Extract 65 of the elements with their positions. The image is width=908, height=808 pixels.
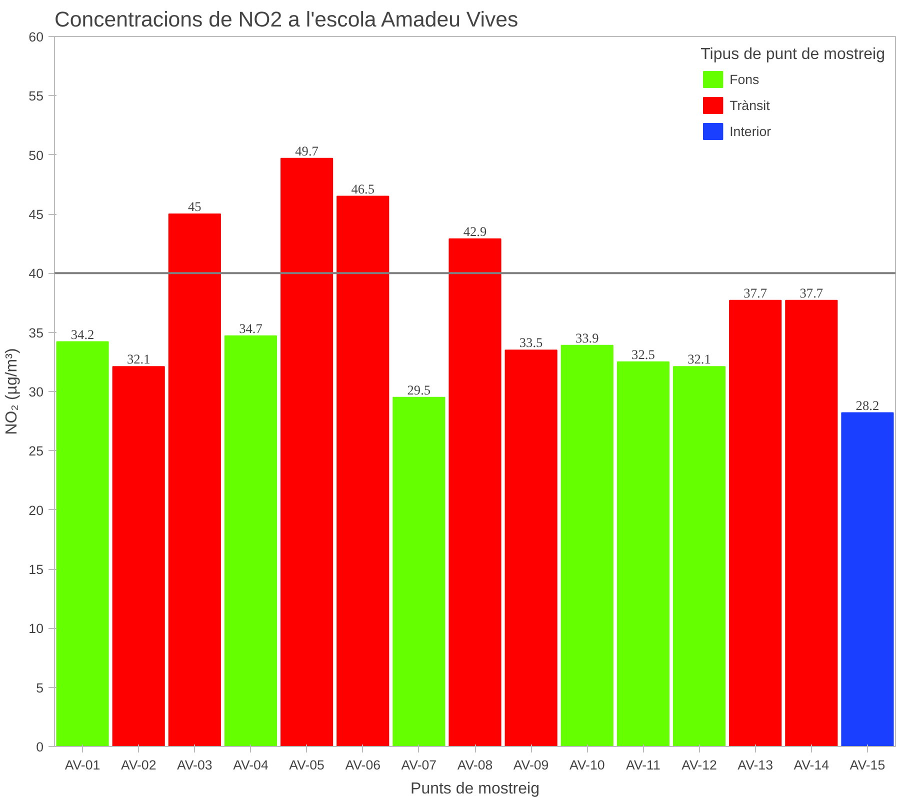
legend-label: Trànsit xyxy=(730,98,770,112)
x-tick-label: AV-04 xyxy=(233,758,269,772)
y-tick-label: 0 xyxy=(36,740,44,754)
y-tick-label: 35 xyxy=(28,325,44,340)
y-tick-label: 60 xyxy=(28,30,44,44)
y-tick-label: 45 xyxy=(28,207,44,222)
bar xyxy=(168,214,221,746)
data-label: 29.5 xyxy=(407,382,431,398)
x-tick-label: AV-06 xyxy=(345,758,381,772)
data-label: 32.5 xyxy=(632,346,656,362)
bar xyxy=(56,341,109,746)
x-tick-label: AV-15 xyxy=(850,758,886,772)
bar xyxy=(729,300,782,746)
y-tick-label: 10 xyxy=(28,621,44,636)
y-tick-label: 40 xyxy=(28,266,44,282)
bar xyxy=(112,366,165,746)
y-tick-label: 30 xyxy=(28,384,44,400)
data-label: 28.2 xyxy=(856,398,880,413)
x-tick-label: AV-03 xyxy=(177,758,212,772)
x-tick-label: AV-09 xyxy=(513,758,549,772)
bar xyxy=(280,158,334,746)
y-tick-label: 20 xyxy=(28,502,44,518)
bar xyxy=(504,350,558,746)
x-tick-label: AV-13 xyxy=(738,758,773,772)
x-tick-label: AV-11 xyxy=(626,758,660,772)
data-label: 32.1 xyxy=(126,352,150,367)
bar xyxy=(841,412,894,746)
data-label: 34.2 xyxy=(70,326,94,342)
bar xyxy=(672,366,726,746)
bar xyxy=(448,238,502,746)
x-tick-label: AV-08 xyxy=(457,758,493,772)
x-tick-label: AV-14 xyxy=(794,758,830,772)
data-label: 46.5 xyxy=(351,181,375,196)
y-tick-label: 5 xyxy=(36,680,44,696)
data-label: 42.9 xyxy=(463,224,487,239)
x-axis-title: Punts de mostreig xyxy=(410,780,540,798)
bar xyxy=(616,361,670,746)
legend-title: Tipus de punt de mostreig xyxy=(700,46,885,64)
x-tick-label: AV-05 xyxy=(289,758,324,772)
y-tick-label: 50 xyxy=(28,148,44,163)
y-tick-label: 55 xyxy=(28,88,44,104)
y-tick-label: 25 xyxy=(28,444,44,459)
data-label: 32.1 xyxy=(688,352,711,367)
data-label: 49.7 xyxy=(295,143,319,158)
data-label: 45 xyxy=(188,199,202,214)
bar xyxy=(224,335,278,746)
y-axis-title: NO₂ (µg/m³) xyxy=(4,348,21,435)
legend-label: Interior xyxy=(730,124,772,138)
data-label: 33.5 xyxy=(519,335,544,350)
x-tick-label: AV-02 xyxy=(120,758,156,772)
data-label: 33.9 xyxy=(575,330,600,346)
x-tick-label: AV-07 xyxy=(401,758,437,772)
y-tick-label: 15 xyxy=(28,562,44,577)
x-tick-label: AV-12 xyxy=(682,758,717,772)
legend-label: Fons xyxy=(730,72,760,86)
bar xyxy=(392,396,446,746)
x-tick-label: AV-10 xyxy=(569,758,605,772)
bar xyxy=(336,196,390,746)
bar xyxy=(560,344,614,746)
data-label: 37.7 xyxy=(800,285,824,300)
data-label: 37.7 xyxy=(744,285,768,300)
bar xyxy=(785,300,838,746)
chart-title: Concentracions de NO2 a l'escola Amadeu Vives xyxy=(54,8,518,32)
data-label: 34.7 xyxy=(239,320,263,336)
x-tick-label: AV-01 xyxy=(64,758,100,772)
